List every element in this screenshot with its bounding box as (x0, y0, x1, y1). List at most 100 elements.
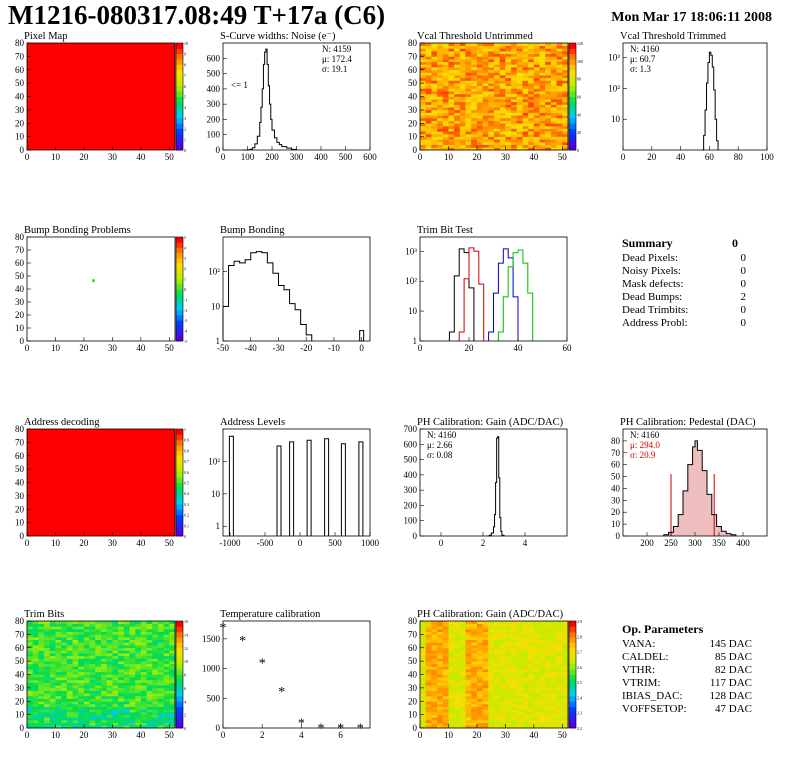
heatmap-cell (49, 703, 56, 707)
heatmap-cell (437, 104, 444, 108)
colorbar-tick-label: 2 (184, 127, 186, 132)
y-tick-label: 60 (15, 258, 25, 268)
heatmap-cell (425, 663, 432, 667)
heatmap-cell (459, 96, 466, 100)
chart-title: Pixel Map (24, 31, 67, 42)
heatmap-cell (528, 709, 535, 713)
heatmap-cell (528, 112, 535, 116)
heatmap-cell (511, 75, 518, 79)
y-tick-label: 10 (408, 306, 418, 316)
heatmap-cell (61, 725, 68, 729)
heatmap-cell (44, 626, 51, 630)
heatmap-cell (522, 639, 529, 643)
heatmap-cell (528, 117, 535, 121)
heatmap-cell (135, 669, 142, 673)
heatmap-cell (448, 666, 455, 670)
heatmap-cell (459, 115, 466, 119)
y-tick-label: 20 (15, 118, 25, 128)
heatmap-cell (465, 634, 472, 638)
heatmap-cell (95, 717, 102, 721)
heatmap-cell (38, 682, 45, 686)
heatmap-cell (476, 629, 483, 632)
heatmap-cell (431, 717, 438, 721)
histogram-fill (663, 440, 736, 536)
heatmap-cell (516, 72, 523, 76)
x-tick-label: 4 (523, 538, 528, 548)
heatmap-cell (38, 722, 45, 726)
heatmap-cell (545, 115, 552, 119)
x-tick-label: 0 (25, 730, 30, 740)
heatmap-cell (562, 720, 569, 723)
heatmap-cell (539, 658, 546, 662)
heatmap-cell (528, 64, 535, 68)
heatmap-cell (465, 117, 472, 121)
heatmap-cell (72, 712, 79, 715)
heatmap-cell (522, 623, 529, 627)
heatmap-cell (476, 142, 483, 145)
colorbar-segment (176, 503, 183, 510)
heatmap-cell (420, 83, 426, 87)
heatmap-cell (533, 147, 540, 151)
heatmap-cell (448, 88, 455, 92)
heatmap-cell (562, 112, 569, 116)
heatmap-cell (505, 91, 512, 95)
heatmap-cell (78, 647, 85, 651)
heatmap-cell (539, 626, 546, 630)
heatmap-cell (556, 714, 563, 718)
heatmap-cell (61, 687, 68, 691)
heatmap-cell (482, 709, 489, 713)
heatmap-cell (425, 714, 432, 718)
colorbar-segment (569, 64, 576, 71)
heatmap-cell (38, 687, 45, 691)
heatmap-cell (488, 679, 495, 683)
heatmap-cell (528, 120, 535, 124)
heatmap-cell (169, 626, 176, 630)
heatmap-cell (454, 88, 461, 92)
heatmap-cell (482, 658, 489, 662)
colorbar-segment (569, 48, 576, 55)
heatmap-cell (488, 701, 495, 705)
heatmap-cell (437, 703, 444, 707)
heatmap-cell (550, 621, 557, 624)
heatmap-cell (562, 125, 569, 129)
heatmap-cell (169, 623, 176, 627)
heatmap-cell (146, 653, 153, 657)
heatmap-cell (459, 653, 466, 657)
heatmap-cell (431, 139, 438, 143)
heatmap-cell (511, 147, 518, 151)
heatmap-cell (78, 714, 85, 718)
heatmap-cell (169, 698, 176, 702)
heatmap-cell (27, 679, 33, 683)
heatmap-cell (465, 61, 472, 65)
heatmap-cell (437, 83, 444, 87)
colorbar-segment (176, 242, 183, 248)
heatmap-cell (465, 53, 472, 57)
heatmap-cell (157, 693, 164, 697)
heatmap-cell (44, 693, 51, 697)
heatmap-cell (95, 703, 102, 707)
heatmap-cell (494, 45, 500, 49)
heatmap-cell (454, 69, 461, 73)
heatmap-cell (471, 53, 478, 57)
heatmap-cell (476, 698, 483, 702)
heatmap-cell (123, 703, 130, 707)
heatmap-cell (499, 650, 506, 654)
heatmap-cell (528, 109, 535, 113)
heatmap-cell (106, 698, 113, 702)
heatmap-cell (72, 650, 79, 654)
heatmap-cell (516, 658, 523, 662)
heatmap-cell (562, 69, 569, 73)
colorbar-segment (176, 43, 183, 49)
heatmap-cell (556, 634, 563, 638)
heatmap-cell (522, 75, 529, 79)
heatmap-cell (61, 626, 68, 630)
heatmap-cell (471, 43, 478, 46)
heatmap-cell (169, 637, 176, 640)
heatmap-cell (488, 91, 495, 95)
heatmap-cell (78, 701, 85, 705)
heatmap-cell (448, 107, 455, 111)
heatmap-cell (437, 96, 444, 100)
stats-line: μ: 172.4 (322, 54, 352, 64)
heatmap-cell (38, 690, 45, 694)
heatmap-cell (72, 623, 79, 627)
